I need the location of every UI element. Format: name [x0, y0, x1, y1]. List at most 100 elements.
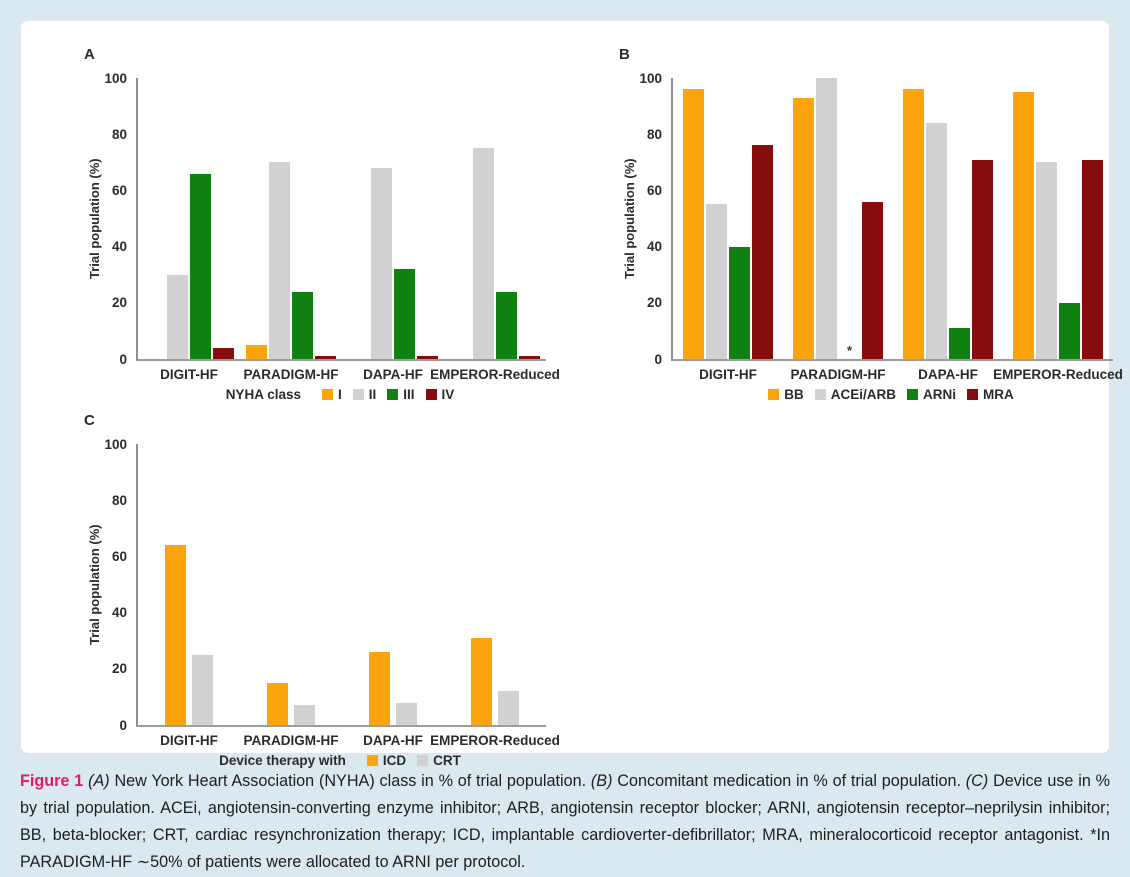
legend-label: BB: [784, 387, 804, 402]
bar-slot: [396, 702, 417, 725]
bar-group: DAPA-HF: [363, 444, 423, 748]
plot-area: 0 20 40 60 80 100 DIGIT-HF PARADIGM-HF DAPA-HF EM…: [104, 71, 560, 382]
chart-legend: NYHA class I II III IV: [136, 387, 544, 402]
panel-b-medication-chart: B Trial population (%) 0 20 40 60 80 100 DIGIT-H…: [596, 43, 1123, 409]
y-tick-label: 80: [111, 126, 127, 142]
legend-swatch: [321, 389, 333, 400]
bar-arni: [949, 328, 970, 359]
y-axis-label: Trial population (%): [87, 158, 102, 279]
bar-slot: [294, 705, 315, 725]
bar-slot: [167, 274, 188, 359]
bar-slot: [165, 545, 186, 725]
bar-groups: DIGIT-HF PARADIGM-HF DAPA-HF EMPEROR-Reduce…: [138, 78, 560, 382]
bar-mra: [752, 145, 773, 359]
y-tick-label: 20: [111, 295, 127, 311]
category-label: DAPA-HF: [918, 367, 978, 382]
legend-label: III: [403, 387, 415, 402]
legend-prefix: NYHA class: [225, 387, 301, 402]
bar-row: [450, 148, 540, 359]
bar-groups: DIGIT-HF * PARADIGM-HF DAPA-HF EMPEROR-Reduc…: [673, 78, 1123, 382]
category-label: DAPA-HF: [363, 733, 423, 748]
category-label: EMPEROR-Reduced: [430, 367, 560, 382]
legend-swatch: [352, 389, 364, 400]
bar-arni: [1059, 302, 1080, 359]
legend-item: BB: [768, 387, 804, 402]
legend-label: I: [337, 387, 342, 402]
category-label: DIGIT-HF: [160, 733, 218, 748]
bar-slot: [729, 246, 750, 359]
bar-slot: [394, 269, 415, 359]
bar-iv: [315, 356, 336, 359]
legend-item: II: [352, 387, 376, 402]
bar-group: DIGIT-HF: [144, 78, 234, 382]
figure-caption: Figure 1 (A) New York Heart Association …: [20, 768, 1110, 876]
panel-letter: C: [84, 412, 95, 429]
legend-label: ACEi/ARB: [830, 387, 896, 402]
legend-label: IV: [441, 387, 455, 402]
bar-slot: [1036, 162, 1057, 359]
bar-acei-arb: [706, 204, 727, 359]
legend-label: ICD: [382, 753, 407, 768]
bar-iii: [394, 269, 415, 359]
bar-iii: [190, 173, 211, 359]
bar-ii: [371, 167, 392, 359]
bar-icd: [471, 637, 492, 725]
legend-label: ARNi: [923, 387, 956, 402]
category-label: DAPA-HF: [363, 367, 423, 382]
legend-prefix: Device therapy with: [219, 753, 346, 768]
bar-row: [369, 651, 417, 725]
y-tick-label: 80: [111, 492, 127, 508]
y-axis-label: Trial population (%): [87, 524, 102, 645]
y-tick-label: 100: [639, 70, 662, 86]
legend-item: MRA: [967, 387, 1014, 402]
bar-slot: [292, 291, 313, 359]
y-tick-label: 80: [646, 126, 662, 142]
legend-item: ICD: [366, 753, 407, 768]
panel-c-ref: (C): [965, 772, 989, 790]
plot-area: 0 20 40 60 80 100 DIGIT-HF * PARADIGM-HF DAPA-HF E…: [639, 71, 1123, 382]
bar-group: DAPA-HF: [348, 78, 438, 382]
legend-swatch: [417, 755, 429, 766]
bar-slot: [793, 97, 814, 359]
bar-slot: [246, 344, 267, 359]
bar-icd: [165, 545, 186, 725]
y-tick-label: 60: [646, 182, 662, 198]
category-label: DIGIT-HF: [699, 367, 757, 382]
bar-acei-arb: [1036, 162, 1057, 359]
category-label: PARADIGM-HF: [790, 367, 886, 382]
bar-row: [471, 637, 519, 725]
legend-label: MRA: [983, 387, 1014, 402]
bar-group: DAPA-HF: [903, 78, 993, 382]
bar-acei-arb: [926, 122, 947, 359]
bar-arni: [729, 246, 750, 359]
bar-slot: [1082, 159, 1103, 359]
category-label: PARADIGM-HF: [243, 733, 339, 748]
y-tick-label: 40: [111, 238, 127, 254]
bar-bb: [1013, 92, 1034, 359]
legend-item: I: [321, 387, 342, 402]
bar-slot: [498, 691, 519, 725]
category-label: DIGIT-HF: [160, 367, 218, 382]
y-tick-label: 20: [111, 661, 127, 677]
bar-acei-arb: [816, 78, 837, 359]
bar-bb: [793, 97, 814, 359]
bar-slot: [519, 356, 540, 359]
bar-crt: [396, 702, 417, 725]
bar-crt: [498, 691, 519, 725]
null-marker-asterisk: *: [846, 343, 853, 358]
bar-row: *: [793, 78, 883, 359]
y-tick-label: 100: [104, 436, 127, 452]
bar-row: [683, 89, 773, 359]
legend-label: CRT: [433, 753, 461, 768]
bar-iv: [417, 356, 438, 359]
legend-swatch: [425, 389, 437, 400]
bar-row: [144, 173, 234, 359]
bar-bb: [683, 89, 704, 359]
legend-swatch: [967, 389, 978, 400]
plot-area: 0 20 40 60 80 100 DIGIT-HF PARADIGM-HF DAPA-HF EM…: [104, 437, 559, 748]
y-tick-label: 60: [111, 182, 127, 198]
bar-bb: [903, 89, 924, 359]
bar-slot: [949, 328, 970, 359]
bar-ii: [269, 162, 290, 359]
panel-b-ref: (B): [590, 772, 613, 790]
